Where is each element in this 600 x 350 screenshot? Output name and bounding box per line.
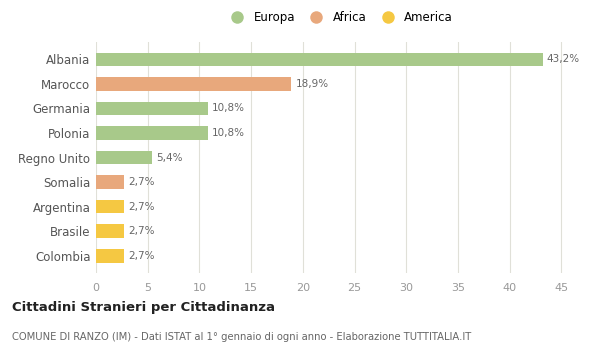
Text: 10,8%: 10,8% [212, 128, 245, 138]
Bar [96, 126, 208, 140]
Bar [96, 175, 124, 189]
Text: 10,8%: 10,8% [212, 103, 245, 113]
Bar [96, 200, 124, 214]
Text: 43,2%: 43,2% [547, 54, 580, 64]
Text: 2,7%: 2,7% [128, 251, 155, 261]
Text: 2,7%: 2,7% [128, 226, 155, 236]
Text: 5,4%: 5,4% [156, 153, 182, 162]
Text: COMUNE DI RANZO (IM) - Dati ISTAT al 1° gennaio di ogni anno - Elaborazione TUTT: COMUNE DI RANZO (IM) - Dati ISTAT al 1° … [12, 331, 471, 342]
Text: Cittadini Stranieri per Cittadinanza: Cittadini Stranieri per Cittadinanza [12, 301, 275, 315]
Text: 2,7%: 2,7% [128, 177, 155, 187]
Bar [96, 151, 152, 164]
Legend: Europa, Africa, America: Europa, Africa, America [225, 11, 453, 24]
Bar [96, 249, 124, 262]
Bar [96, 77, 292, 91]
Bar [96, 102, 208, 115]
Bar [96, 52, 543, 66]
Text: 18,9%: 18,9% [296, 79, 329, 89]
Bar [96, 224, 124, 238]
Text: 2,7%: 2,7% [128, 202, 155, 212]
